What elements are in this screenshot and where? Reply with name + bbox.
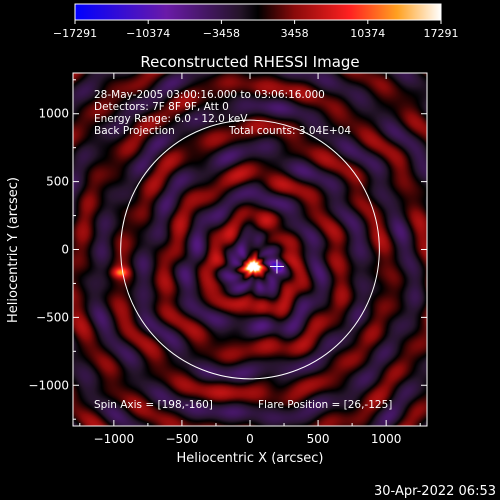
x-tick-label: −500 [165, 432, 198, 446]
info-line-time: 28-May-2005 03:00:16.000 to 03:06:16.000 [94, 89, 325, 101]
colorbar [74, 3, 442, 21]
x-tick-label: 1000 [371, 432, 402, 446]
y-tick-label: −500 [36, 310, 69, 324]
spin-axis-label: Spin Axis = [198,-160] [94, 399, 213, 411]
colorbar-tick-label: −10374 [126, 27, 170, 40]
chart-title: Reconstructed RHESSI Image [140, 53, 359, 71]
info-line-counts: Total counts: 3.04E+04 [228, 125, 351, 137]
x-tick-label: −1000 [94, 432, 135, 446]
colorbar-tick-label: 3458 [281, 27, 309, 40]
y-axis-ticks: −1000 −500 0 500 1000 [28, 79, 427, 420]
info-block: 28-May-2005 03:00:16.000 to 03:06:16.000… [94, 89, 392, 411]
y-axis-label: Heliocentric Y (arcsec) [6, 177, 21, 323]
y-tick-label: 1000 [38, 107, 69, 121]
x-tick-label: 500 [307, 432, 330, 446]
colorbar-tick-label: 10374 [350, 27, 385, 40]
colorbar-tick-label: −3458 [203, 27, 240, 40]
y-tick-label: −1000 [28, 378, 69, 392]
colorbar-tick-label: −17291 [53, 27, 97, 40]
colorbar-ticks: −17291 −10374 −3458 3458 10374 17291 [53, 20, 459, 40]
solar-limb-circle [120, 119, 380, 380]
image-area [73, 73, 427, 426]
x-tick-label: 0 [246, 432, 254, 446]
info-line-energy: Energy Range: 6.0 - 12.0 keV [94, 113, 248, 125]
info-line-projection: Back Projection [94, 125, 175, 137]
flare-position-label: Flare Position = [26,-125] [258, 399, 392, 411]
y-tick-label: 0 [61, 243, 69, 257]
x-axis-ticks: −1000 −500 0 500 1000 [79, 73, 421, 446]
info-line-detectors: Detectors: 7F 8F 9F, Att 0 [94, 101, 229, 113]
footer-timestamp: 30-Apr-2022 06:53 [374, 484, 496, 499]
heatmap-image [73, 73, 427, 426]
y-tick-label: 500 [46, 175, 69, 189]
flare-position-marker [269, 259, 284, 274]
x-axis-label: Heliocentric X (arcsec) [177, 451, 324, 466]
colorbar-tick-label: 17291 [424, 27, 459, 40]
